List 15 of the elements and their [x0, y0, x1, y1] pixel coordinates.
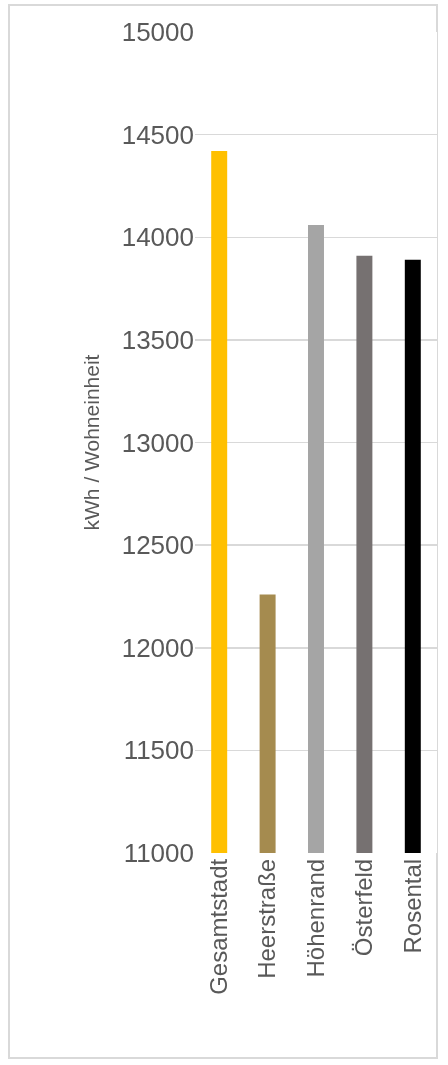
y-tick-label: 13500 [121, 324, 194, 355]
y-tick-label: 15000 [121, 17, 194, 48]
y-tick-label: 11000 [123, 838, 194, 869]
y-tick-label: 11500 [123, 735, 194, 766]
y-tick-label: 14500 [121, 119, 194, 150]
x-tick-label: Österfeld [350, 858, 378, 957]
x-tick-label: Rosental [398, 858, 426, 954]
y-tick-label: 14000 [121, 222, 194, 253]
y-axis-title: kWh / Wohneinheit [79, 354, 103, 531]
y-tick-label: 12000 [121, 632, 194, 663]
y-tick-label: 13000 [121, 427, 194, 458]
x-tick-label: Gesamtstadt [205, 858, 232, 995]
y-tick-label: 12500 [121, 530, 194, 561]
x-tick-label: Heerstraße [253, 858, 281, 979]
x-tick-label: Höhenrand [301, 858, 329, 978]
